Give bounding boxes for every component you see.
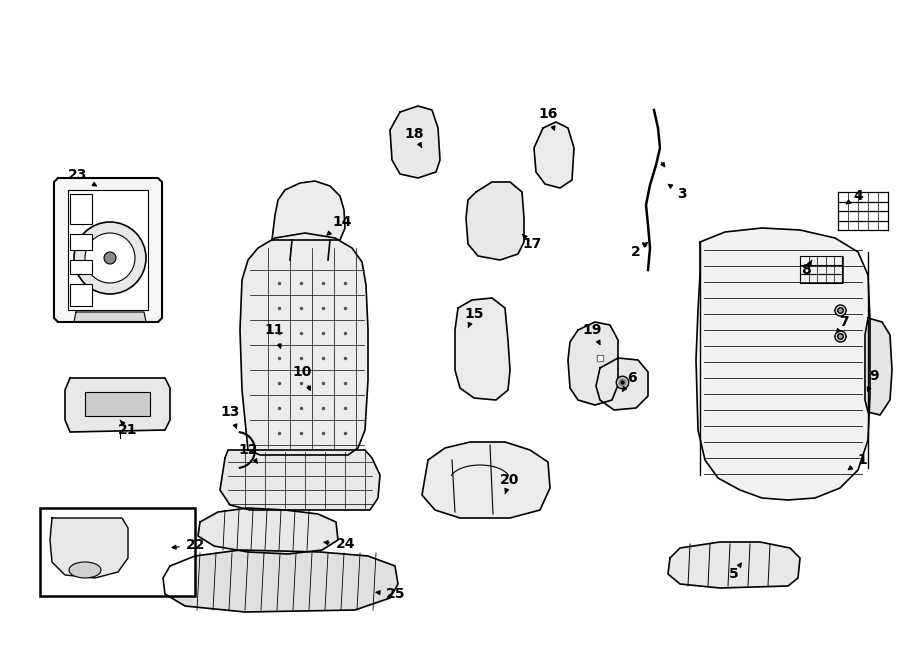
Text: 8: 8 <box>801 260 812 277</box>
Polygon shape <box>390 106 440 178</box>
Text: 21: 21 <box>118 420 138 437</box>
Text: 23: 23 <box>68 168 96 186</box>
Text: 18: 18 <box>404 127 424 147</box>
Text: 1: 1 <box>849 453 867 469</box>
Text: 2: 2 <box>631 243 647 259</box>
FancyBboxPatch shape <box>70 260 92 274</box>
Polygon shape <box>696 228 870 500</box>
Polygon shape <box>65 378 170 432</box>
Polygon shape <box>466 182 524 260</box>
Text: 3: 3 <box>669 184 687 201</box>
FancyBboxPatch shape <box>85 392 150 416</box>
Text: 24: 24 <box>324 537 356 551</box>
FancyBboxPatch shape <box>70 284 92 306</box>
Text: 15: 15 <box>464 307 484 328</box>
Polygon shape <box>596 358 648 410</box>
Circle shape <box>104 252 116 264</box>
Text: 6: 6 <box>623 371 637 391</box>
Text: 7: 7 <box>837 315 849 333</box>
Text: 5: 5 <box>729 563 742 581</box>
Polygon shape <box>534 122 574 188</box>
Polygon shape <box>240 233 368 455</box>
Polygon shape <box>68 190 148 310</box>
Text: 14: 14 <box>327 215 352 235</box>
Text: 12: 12 <box>238 443 257 463</box>
FancyBboxPatch shape <box>70 234 92 250</box>
Text: 25: 25 <box>376 587 406 601</box>
Text: 16: 16 <box>538 107 558 130</box>
Text: 19: 19 <box>582 323 602 344</box>
Polygon shape <box>50 518 128 578</box>
Text: 10: 10 <box>292 365 311 390</box>
Text: 22: 22 <box>172 538 206 552</box>
Polygon shape <box>865 318 892 415</box>
Polygon shape <box>163 550 398 612</box>
Polygon shape <box>54 178 162 322</box>
FancyBboxPatch shape <box>40 508 195 596</box>
Polygon shape <box>568 322 618 405</box>
FancyBboxPatch shape <box>70 194 92 224</box>
Polygon shape <box>74 312 146 322</box>
Text: 4: 4 <box>846 189 863 204</box>
Polygon shape <box>422 442 550 518</box>
Polygon shape <box>198 508 338 554</box>
Circle shape <box>74 222 146 294</box>
Circle shape <box>85 233 135 283</box>
Polygon shape <box>668 542 800 588</box>
Text: 20: 20 <box>500 473 519 494</box>
Polygon shape <box>220 450 380 510</box>
Text: 13: 13 <box>220 405 239 428</box>
Ellipse shape <box>69 562 101 578</box>
Text: 17: 17 <box>522 234 542 251</box>
Polygon shape <box>272 181 345 240</box>
Polygon shape <box>455 298 510 400</box>
Text: 11: 11 <box>265 323 284 348</box>
Text: 9: 9 <box>868 369 878 391</box>
